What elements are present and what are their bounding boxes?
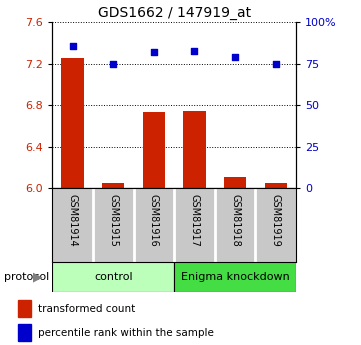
- Text: GSM81918: GSM81918: [230, 194, 240, 247]
- Text: GSM81919: GSM81919: [271, 194, 281, 247]
- Point: [192, 48, 197, 53]
- Text: percentile rank within the sample: percentile rank within the sample: [38, 328, 214, 338]
- Bar: [18, 324, 31, 341]
- Point: [151, 49, 157, 55]
- Point: [273, 61, 279, 67]
- Bar: [18, 300, 31, 317]
- Text: protocol: protocol: [4, 272, 49, 282]
- Bar: [265, 183, 287, 188]
- Text: ▶: ▶: [33, 270, 43, 283]
- Bar: [143, 112, 165, 188]
- Bar: [61, 58, 84, 188]
- Text: GSM81916: GSM81916: [149, 194, 159, 247]
- Bar: [52, 262, 174, 292]
- Bar: [224, 177, 246, 188]
- Text: GSM81915: GSM81915: [108, 194, 118, 247]
- Text: Enigma knockdown: Enigma knockdown: [181, 272, 290, 282]
- Title: GDS1662 / 147919_at: GDS1662 / 147919_at: [97, 6, 251, 20]
- Bar: [174, 262, 296, 292]
- Point: [70, 43, 75, 48]
- Text: transformed count: transformed count: [38, 304, 135, 314]
- Text: GSM81914: GSM81914: [68, 194, 78, 247]
- Point: [232, 55, 238, 60]
- Bar: [183, 111, 206, 188]
- Text: control: control: [94, 272, 132, 282]
- Point: [110, 61, 116, 67]
- Text: GSM81917: GSM81917: [190, 194, 200, 247]
- Bar: [102, 183, 125, 188]
